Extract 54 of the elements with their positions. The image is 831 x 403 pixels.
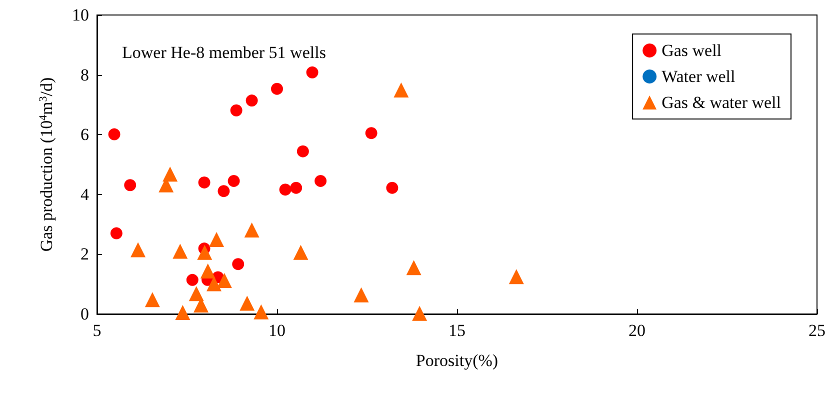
point [365, 127, 378, 140]
point [172, 244, 188, 259]
point [130, 242, 146, 258]
point [271, 82, 283, 95]
point [279, 184, 292, 196]
point [240, 296, 255, 311]
point [162, 166, 178, 182]
point [198, 176, 210, 188]
y-axis-title: Gas production (104m3/d) [37, 77, 56, 252]
point [175, 305, 190, 320]
x-tick-label: 25 [808, 321, 826, 340]
point [188, 286, 204, 302]
point [209, 232, 224, 248]
point [296, 145, 309, 158]
y-tick-label: 6 [80, 125, 89, 144]
point [124, 179, 136, 192]
point [216, 273, 232, 288]
y-tick-label: 8 [80, 65, 89, 84]
legend-label: Water well [662, 67, 736, 86]
point [144, 292, 160, 308]
x-tick-label: 15 [448, 321, 466, 340]
legend-label: Gas well [662, 41, 722, 60]
annotation: Lower He-8 member 51 wells [122, 43, 326, 62]
point [394, 82, 409, 98]
point [412, 306, 428, 321]
legend-label: Gas & water well [662, 93, 782, 112]
x-tick-label: 10 [268, 321, 286, 340]
point [306, 66, 318, 78]
x-tick-label: 20 [628, 321, 646, 340]
point [108, 128, 120, 140]
y-tick-label: 0 [80, 304, 89, 324]
point [386, 182, 398, 194]
point [246, 94, 258, 107]
point [200, 263, 216, 278]
point [228, 174, 240, 187]
x-axis-title: Porosity(%) [416, 351, 498, 370]
y-tick-label: 2 [80, 244, 89, 264]
point [508, 269, 524, 284]
point [230, 104, 242, 116]
point [354, 287, 369, 302]
point [293, 244, 308, 260]
point [290, 182, 302, 194]
point [232, 258, 244, 270]
point [186, 274, 198, 286]
point [254, 304, 269, 320]
point [406, 260, 422, 276]
x-tick-label: 5 [92, 321, 102, 340]
point [218, 185, 230, 198]
point [314, 174, 327, 187]
y-tick-label: 4 [80, 184, 90, 204]
point [197, 244, 212, 260]
point [110, 227, 122, 240]
point [244, 222, 260, 238]
y-tick-label: 10 [72, 6, 89, 24]
